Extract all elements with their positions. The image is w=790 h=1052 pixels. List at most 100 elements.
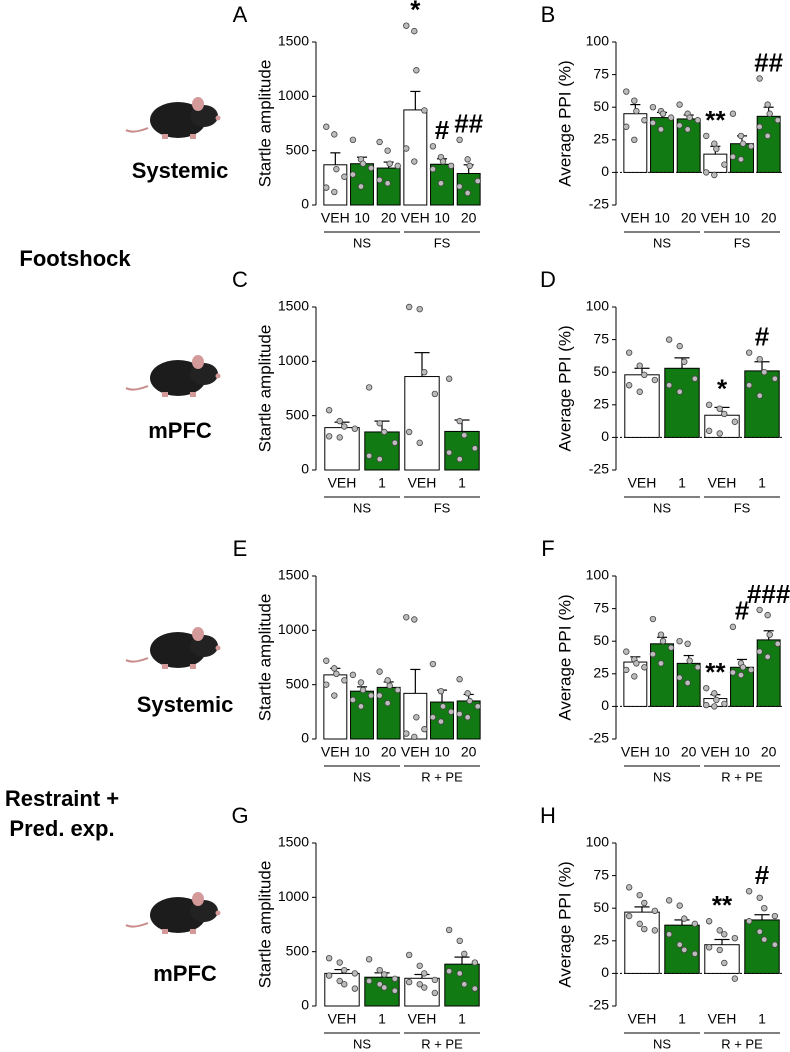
- data-point: [761, 936, 768, 943]
- y-tick-label: 25: [593, 396, 609, 412]
- bar: [404, 376, 440, 471]
- bar: [456, 172, 481, 206]
- group-label: R + PE: [721, 1036, 763, 1051]
- data-point: [445, 926, 453, 934]
- data-point: [381, 984, 388, 991]
- data-point: [323, 681, 330, 688]
- x-tick-label: 10: [734, 210, 750, 226]
- data-point: [351, 425, 359, 432]
- data-point: [764, 101, 771, 108]
- data-point: [421, 984, 428, 991]
- data-point: [641, 899, 648, 907]
- data-point: [394, 162, 401, 170]
- data-point: [386, 682, 393, 689]
- group-label: R + PE: [421, 1036, 463, 1051]
- data-point: [625, 382, 633, 389]
- data-point: [676, 902, 683, 909]
- data-point: [747, 143, 755, 150]
- data-point: [633, 107, 640, 115]
- data-point: [761, 369, 768, 376]
- data-point: [667, 114, 675, 121]
- data-point: [437, 718, 445, 725]
- data-point: [691, 375, 699, 382]
- data-point: [631, 97, 638, 104]
- significance-mark: *: [717, 374, 728, 404]
- data-point: [411, 733, 418, 741]
- data-point: [471, 985, 479, 992]
- data-point: [731, 975, 739, 982]
- group-label: R + PE: [721, 769, 763, 784]
- x-tick-label: 1: [758, 475, 766, 491]
- x-tick-label: VEH: [401, 744, 430, 760]
- data-point: [341, 981, 348, 988]
- data-point: [391, 439, 399, 447]
- data-point: [756, 928, 763, 935]
- bar: [624, 911, 660, 974]
- data-point: [651, 927, 659, 934]
- data-point: [331, 131, 338, 138]
- data-point: [705, 944, 713, 951]
- data-point: [745, 382, 753, 389]
- significance-mark: **: [705, 657, 726, 687]
- data-point: [625, 349, 633, 356]
- x-tick-label: VEH: [701, 210, 730, 226]
- data-point: [429, 165, 437, 173]
- data-point: [421, 970, 428, 977]
- x-tick-label: VEH: [408, 1011, 437, 1027]
- data-point: [756, 606, 763, 614]
- data-point: [456, 183, 463, 190]
- x-tick-label: VEH: [408, 475, 437, 491]
- y-axis-label: Average PPI (%): [555, 594, 574, 720]
- data-point: [456, 455, 463, 463]
- mouse-icon: [125, 626, 222, 670]
- data-point: [756, 75, 763, 82]
- data-point: [381, 428, 388, 436]
- data-point: [665, 382, 673, 389]
- data-point: [676, 674, 683, 681]
- data-point: [721, 161, 728, 168]
- data-point: [416, 439, 423, 447]
- data-point: [403, 730, 410, 737]
- data-point: [649, 119, 657, 127]
- x-tick-label: 1: [458, 1011, 466, 1027]
- panel-letter: A: [233, 2, 248, 27]
- data-point: [721, 410, 728, 418]
- data-point: [405, 978, 413, 986]
- data-point: [429, 660, 437, 668]
- data-point: [771, 941, 779, 948]
- data-point: [365, 384, 373, 391]
- data-point: [636, 362, 643, 369]
- y-tick-label: 1500: [278, 834, 309, 850]
- data-point: [447, 162, 455, 170]
- data-point: [403, 22, 410, 29]
- data-point: [403, 614, 410, 621]
- x-tick-label: 10: [434, 744, 450, 760]
- data-point: [416, 305, 423, 313]
- data-point: [349, 696, 357, 704]
- data-point: [376, 668, 383, 675]
- data-point: [729, 623, 737, 631]
- data-point: [413, 67, 420, 74]
- data-point: [325, 954, 333, 962]
- data-point: [745, 918, 753, 925]
- data-point: [764, 132, 771, 140]
- y-tick-label: 25: [593, 665, 609, 681]
- group-label: R + PE: [421, 769, 463, 784]
- data-point: [331, 692, 338, 699]
- data-point: [421, 369, 428, 376]
- y-tick-label: -25: [589, 730, 609, 746]
- y-axis-label: Startle amplitude: [255, 594, 274, 722]
- x-tick-label: 20: [461, 744, 477, 760]
- data-point: [659, 110, 667, 117]
- group-label: NS: [653, 769, 671, 784]
- data-point: [359, 160, 367, 167]
- data-point: [471, 959, 479, 966]
- significance-mark: *: [410, 0, 421, 25]
- x-tick-label: VEH: [401, 210, 430, 226]
- data-point: [657, 660, 665, 667]
- y-axis-label: Startle amplitude: [255, 861, 274, 989]
- data-point: [774, 117, 781, 124]
- group-label: NS: [353, 1036, 371, 1051]
- data-point: [466, 162, 473, 170]
- bar: [756, 639, 781, 707]
